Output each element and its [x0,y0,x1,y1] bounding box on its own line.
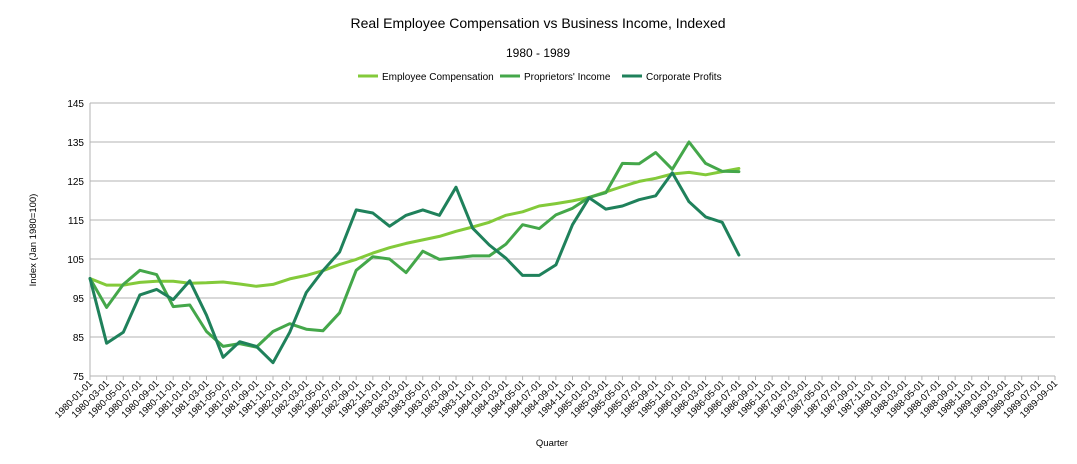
legend-label-proprietors-income: Proprietors' Income [524,72,611,83]
gridlines [89,102,1055,377]
legend-label-corporate-profits: Corporate Profits [646,72,722,83]
series-line-corporate-profits [88,171,741,365]
series-lines [88,140,741,365]
y-tick-label: 95 [73,294,85,305]
series-line-employee-compensation [88,167,741,288]
y-tick-label: 145 [67,99,84,110]
y-tick-label: 125 [67,177,84,188]
x-axis-label: Quarter [536,438,568,449]
y-tick-label: 75 [73,372,85,383]
y-axis-ticks: 75 85 95 105 115 125 135 145 [67,99,84,383]
series-line-proprietors-income [88,140,741,349]
y-tick-label: 115 [68,216,84,227]
legend-label-employee-compensation: Employee Compensation [382,72,494,83]
legend: Employee Compensation Proprietors' Incom… [358,72,722,83]
x-axis-ticks: 1980-01-011980-03-011980-05-011980-07-01… [53,376,1060,420]
y-tick-label: 135 [67,138,84,149]
y-axis-label: Index (Jan 1980=100) [28,194,39,287]
chart-title: Real Employee Compensation vs Business I… [350,15,725,31]
y-tick-label: 85 [73,333,85,344]
y-tick-label: 105 [67,255,84,266]
chart-subtitle: 1980 - 1989 [506,46,570,60]
